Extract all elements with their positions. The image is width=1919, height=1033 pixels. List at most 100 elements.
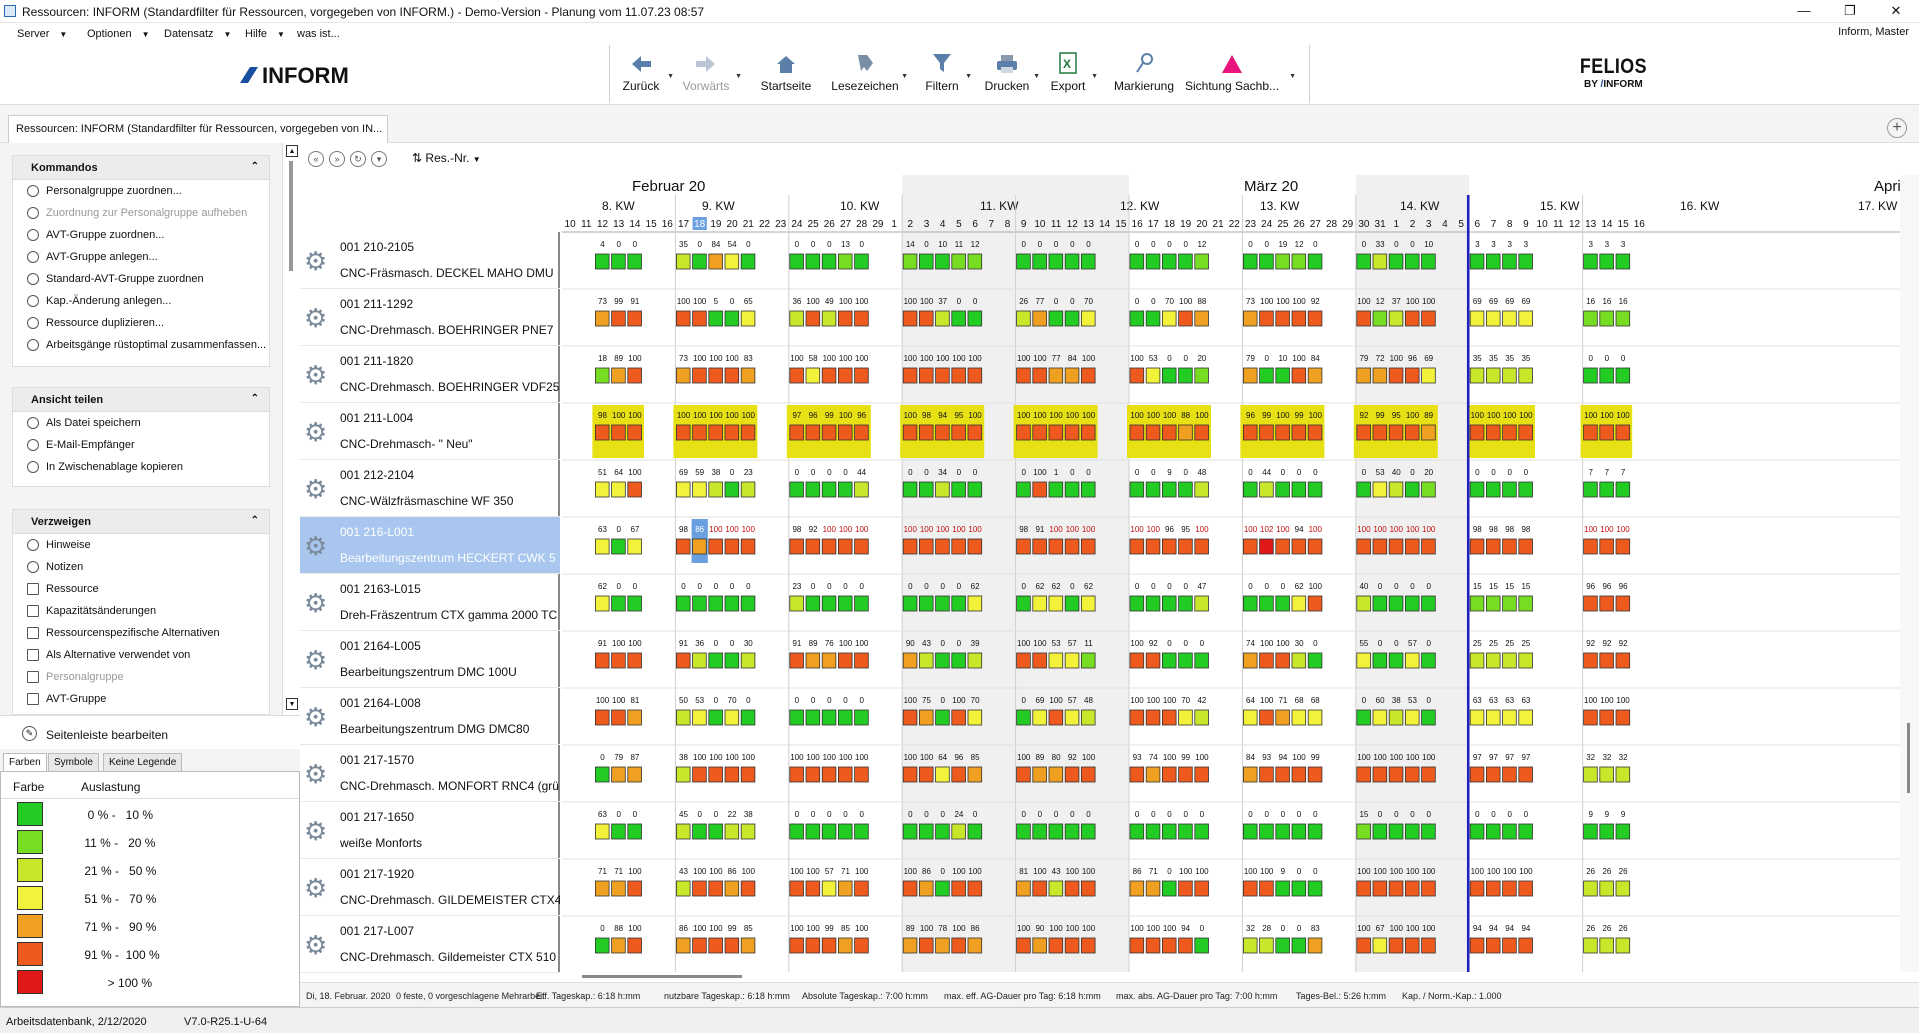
load-cell[interactable]: [708, 766, 723, 783]
forward-button[interactable]: Vorwärts ▼: [678, 49, 742, 101]
load-cell[interactable]: [1259, 481, 1274, 498]
load-cell[interactable]: [935, 595, 950, 612]
load-cell[interactable]: [1064, 766, 1080, 783]
load-cell[interactable]: [1145, 481, 1161, 498]
load-cell[interactable]: [595, 253, 610, 270]
load-cell[interactable]: [1016, 880, 1031, 897]
load-cell[interactable]: [1016, 538, 1031, 555]
load-cell[interactable]: [1356, 424, 1371, 441]
load-cell[interactable]: [1421, 310, 1436, 327]
load-cell[interactable]: [1129, 766, 1145, 783]
load-cell[interactable]: [1583, 481, 1598, 498]
load-cell[interactable]: [1421, 766, 1436, 783]
tab-symbole[interactable]: Symbole: [48, 753, 99, 771]
load-cell[interactable]: [1259, 709, 1274, 726]
load-cell[interactable]: [1469, 310, 1485, 327]
load-cell[interactable]: [692, 538, 707, 555]
load-cell[interactable]: [1421, 652, 1436, 669]
load-cell[interactable]: [967, 880, 983, 897]
load-cell[interactable]: [1615, 481, 1631, 498]
load-cell[interactable]: [1518, 367, 1533, 384]
load-cell[interactable]: [1259, 937, 1274, 954]
load-cell[interactable]: [805, 595, 821, 612]
load-cell[interactable]: [1275, 880, 1290, 897]
load-cell[interactable]: [1129, 253, 1145, 270]
load-cell[interactable]: [627, 253, 642, 270]
load-cell[interactable]: [1259, 253, 1274, 270]
resource-row[interactable]: ⚙ 001 217-1570 CNC-Drehmasch. MONFORT RNC4…: [300, 745, 560, 802]
load-cell[interactable]: [1421, 823, 1436, 840]
filter-small-icon[interactable]: ▾: [371, 151, 387, 167]
load-cell[interactable]: [1388, 766, 1404, 783]
load-cell[interactable]: [1388, 595, 1404, 612]
section-header[interactable]: Ansicht teilen ⌃: [13, 388, 269, 412]
load-cell[interactable]: [1405, 481, 1420, 498]
load-cell[interactable]: [1518, 253, 1533, 270]
resource-row[interactable]: ⚙ 001 217-L007 CNC-Drehmasch. Gildemeister…: [300, 916, 560, 973]
sidebar-command[interactable]: Arbeitsgänge rüstoptimal zusammenfassen.…: [13, 334, 269, 356]
load-cell[interactable]: [1145, 709, 1161, 726]
load-cell[interactable]: [935, 367, 950, 384]
load-cell[interactable]: [1048, 538, 1064, 555]
load-cell[interactable]: [1405, 709, 1420, 726]
load-cell[interactable]: [1032, 538, 1047, 555]
load-cell[interactable]: [1469, 253, 1485, 270]
load-cell[interactable]: [805, 937, 821, 954]
load-cell[interactable]: [1405, 538, 1420, 555]
load-cell[interactable]: [1016, 709, 1031, 726]
load-cell[interactable]: [1259, 823, 1274, 840]
load-cell[interactable]: [1032, 595, 1047, 612]
load-cell[interactable]: [627, 709, 642, 726]
load-cell[interactable]: [1162, 481, 1177, 498]
load-cell[interactable]: [595, 880, 610, 897]
load-cell[interactable]: [611, 937, 626, 954]
load-cell[interactable]: [1275, 823, 1290, 840]
load-cell[interactable]: [1178, 367, 1193, 384]
load-cell[interactable]: [692, 310, 707, 327]
load-cell[interactable]: [1372, 766, 1388, 783]
load-cell[interactable]: [1016, 253, 1031, 270]
load-cell[interactable]: [1194, 481, 1209, 498]
load-cell[interactable]: [821, 823, 837, 840]
load-cell[interactable]: [1162, 538, 1177, 555]
load-cell[interactable]: [1048, 709, 1064, 726]
load-cell[interactable]: [1048, 310, 1064, 327]
load-cell[interactable]: [724, 538, 740, 555]
load-cell[interactable]: [1615, 652, 1631, 669]
load-cell[interactable]: [1178, 595, 1193, 612]
load-cell[interactable]: [1405, 253, 1420, 270]
load-cell[interactable]: [1145, 538, 1161, 555]
load-cell[interactable]: [1469, 766, 1485, 783]
load-cell[interactable]: [595, 766, 610, 783]
load-cell[interactable]: [676, 595, 691, 612]
load-cell[interactable]: [854, 652, 869, 669]
load-cell[interactable]: [1291, 709, 1307, 726]
last-icon[interactable]: »: [329, 151, 345, 167]
load-cell[interactable]: [951, 880, 966, 897]
load-cell[interactable]: [724, 937, 740, 954]
load-cell[interactable]: [967, 538, 983, 555]
load-cell[interactable]: [676, 367, 691, 384]
load-cell[interactable]: [1486, 709, 1501, 726]
gantt-vertical-scrollbar[interactable]: [1900, 175, 1919, 972]
load-cell[interactable]: [1486, 766, 1501, 783]
load-cell[interactable]: [789, 709, 804, 726]
load-cell[interactable]: [692, 424, 707, 441]
load-cell[interactable]: [1356, 937, 1371, 954]
load-cell[interactable]: [902, 253, 918, 270]
load-cell[interactable]: [1372, 481, 1388, 498]
load-cell[interactable]: [1356, 823, 1371, 840]
load-cell[interactable]: [1048, 937, 1064, 954]
scroll-thumb[interactable]: [582, 975, 742, 978]
bookmark-button[interactable]: Lesezeichen ▼: [830, 49, 908, 101]
load-cell[interactable]: [1421, 709, 1436, 726]
load-cell[interactable]: [1275, 367, 1290, 384]
load-cell[interactable]: [918, 652, 934, 669]
load-cell[interactable]: [789, 538, 804, 555]
load-cell[interactable]: [1064, 253, 1080, 270]
load-cell[interactable]: [1356, 709, 1371, 726]
load-cell[interactable]: [789, 367, 804, 384]
load-cell[interactable]: [1518, 595, 1533, 612]
minimize-button[interactable]: —: [1797, 3, 1811, 18]
load-cell[interactable]: [1356, 766, 1371, 783]
